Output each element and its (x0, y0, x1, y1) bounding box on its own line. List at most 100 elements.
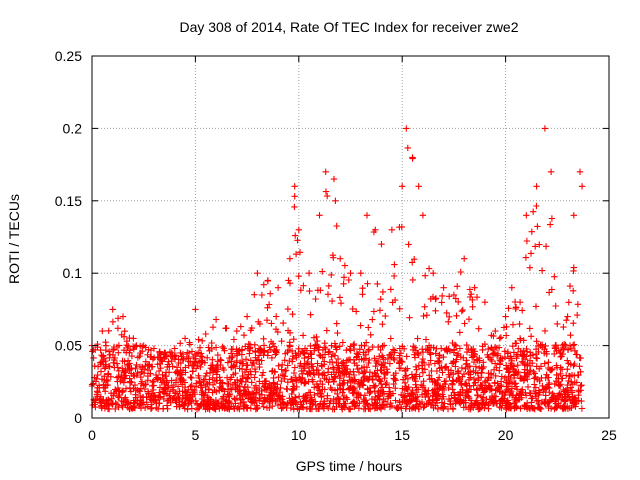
data-point (91, 362, 98, 370)
data-point (136, 353, 143, 360)
data-point (450, 347, 458, 354)
data-point (373, 373, 380, 380)
data-point (233, 352, 241, 359)
data-point (532, 384, 539, 391)
data-point (330, 378, 337, 385)
data-point (516, 335, 524, 342)
data-point (491, 380, 498, 387)
data-point (247, 357, 254, 364)
data-point (411, 354, 419, 361)
data-point (513, 403, 520, 411)
data-point (374, 399, 381, 406)
data-point-peak (363, 212, 371, 219)
data-point (485, 382, 492, 389)
data-point (188, 348, 196, 355)
data-point (432, 350, 439, 357)
data-point (380, 356, 387, 363)
data-point (555, 375, 562, 382)
data-point (456, 345, 464, 352)
data-point (181, 388, 188, 395)
data-point (123, 349, 130, 356)
data-point (393, 404, 400, 411)
data-point (364, 401, 371, 408)
data-point (510, 366, 517, 373)
data-point (166, 388, 174, 395)
data-point (360, 349, 367, 356)
data-point (340, 280, 347, 287)
data-point (247, 344, 254, 351)
data-point (195, 336, 202, 343)
data-point (321, 358, 328, 365)
data-point (208, 339, 215, 347)
data-point (128, 370, 135, 377)
data-point (545, 381, 552, 388)
data-point (312, 341, 320, 348)
data-point (483, 395, 490, 403)
data-point (188, 405, 195, 412)
data-point (468, 291, 475, 298)
data-point (551, 405, 558, 413)
data-point (115, 367, 122, 375)
data-point (181, 379, 189, 386)
data-point (102, 347, 109, 354)
data-point (413, 366, 420, 373)
data-point (334, 329, 341, 337)
data-point (201, 376, 208, 383)
data-point (328, 386, 336, 393)
data-point (289, 311, 296, 318)
data-point (297, 398, 304, 406)
data-point (503, 406, 510, 413)
data-point (475, 325, 482, 332)
data-point (534, 223, 541, 230)
data-point (198, 395, 206, 403)
data-point (567, 384, 574, 391)
data-point (345, 356, 352, 364)
data-point (236, 347, 243, 354)
data-point (358, 342, 365, 349)
data-point (442, 377, 450, 385)
data-point (527, 349, 534, 356)
data-point (286, 329, 294, 336)
data-point (466, 382, 473, 390)
data-point (525, 371, 533, 378)
y-tick-labels: 0 0.05 0.1 0.15 0.2 0.25 (55, 48, 82, 426)
data-point (112, 405, 119, 413)
data-point (537, 405, 545, 413)
data-point (214, 362, 221, 369)
data-point-peak (502, 313, 509, 320)
data-point (98, 352, 105, 359)
data-point (219, 404, 226, 412)
x-tick-labels: 0 5 10 15 20 25 (88, 427, 617, 443)
data-point (436, 374, 443, 381)
data-point (247, 371, 255, 378)
data-point-peak (399, 183, 406, 190)
data-point (332, 373, 339, 380)
data-point (296, 393, 303, 400)
data-point (541, 360, 548, 367)
data-point (552, 302, 559, 310)
data-point (245, 340, 252, 348)
data-point (377, 296, 384, 303)
data-point (458, 308, 465, 315)
data-point (311, 371, 318, 378)
data-point (422, 272, 429, 279)
data-point (386, 360, 394, 367)
data-point (163, 402, 171, 409)
data-point (177, 340, 184, 347)
data-point (510, 392, 517, 399)
data-point (568, 387, 576, 394)
data-point-peak (337, 255, 344, 262)
data-point (317, 287, 324, 294)
data-point (139, 348, 146, 355)
data-point (274, 386, 281, 394)
chart-title: Day 308 of 2014, Rate Of TEC Index for r… (179, 19, 518, 35)
data-point (319, 381, 326, 388)
y-tick-label: 0.15 (55, 193, 82, 209)
data-point (334, 355, 342, 363)
data-point (280, 319, 287, 327)
data-point (195, 372, 202, 379)
data-point (507, 374, 514, 382)
data-point (174, 370, 181, 377)
data-point (132, 387, 139, 394)
data-point (327, 397, 334, 405)
